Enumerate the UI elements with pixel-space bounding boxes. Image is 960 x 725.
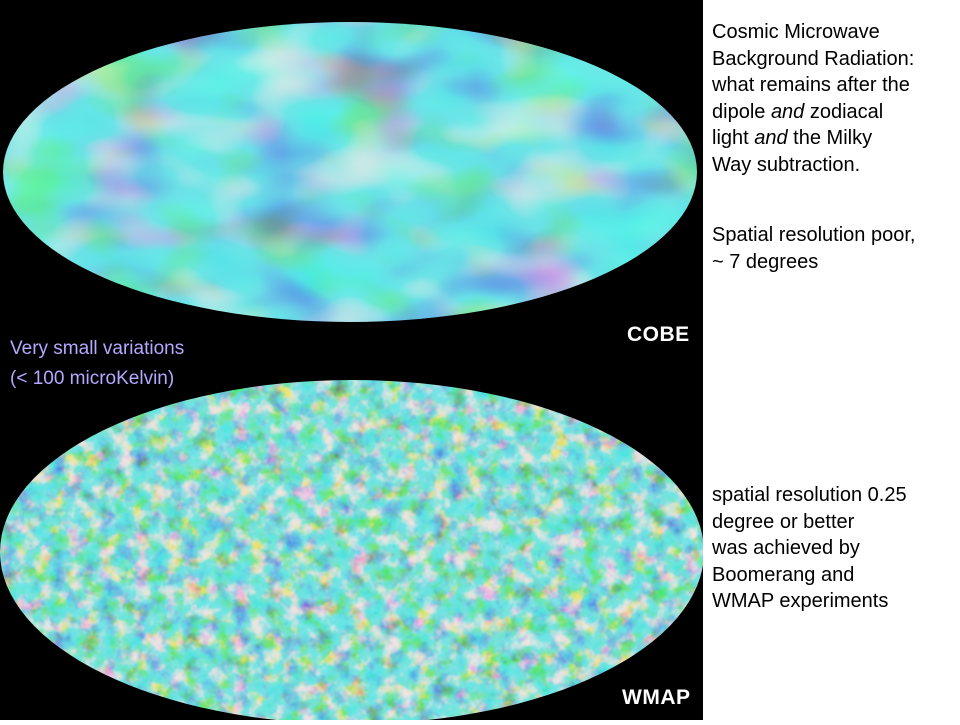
note-line: spatial resolution 0.25 [712,482,907,509]
note-text: ~ 7 degrees [712,250,819,273]
cobe-map [3,22,697,322]
note-line: light and the Milky [712,125,914,152]
note: Cosmic Microwave Background Radiation: wha… [712,19,914,178]
note-line: Boomerang and [712,562,907,589]
sky-maps: COBE WMAP Very small variations (< 100 m… [0,0,703,724]
note-line: Background Radiation: [712,46,914,73]
note-text: zodiacal [804,100,884,123]
overlay-line: (< 100 microKelvin) [10,368,175,389]
note-text: the Milky [787,127,873,149]
note-line: what remains after the [712,72,914,99]
wmap-map [0,380,703,724]
note-line: Spatial resolution poor, [712,222,915,249]
sky-map-graphics [0,22,703,724]
note-text: dipole [712,100,771,123]
note-line: WMAP experiments [712,588,907,615]
note-text: and [770,100,805,123]
note-line: Cosmic Microwave [712,19,914,46]
note-text: Way subtraction. [712,153,861,176]
note-line: was achieved by [712,535,907,562]
note: Spatial resolution poor, ~ 7 degrees [712,222,915,275]
map-label: WMAP [622,686,691,709]
note-text: spatial resolution 0.25 [712,484,907,506]
note-line: dipole and zodiacal [712,99,914,126]
note-text: and [754,127,788,149]
note: spatial resolution 0.25 degree or better w… [712,482,907,615]
note-text: WMAP experiments [712,590,889,612]
note-line: ~ 7 degrees [712,249,915,276]
note-text: Cosmic Microwave [712,21,880,43]
note-line: degree or better [712,509,907,536]
note-text: light [712,127,755,149]
note-line: Way subtraction. [712,152,914,179]
map-label: COBE [627,323,690,346]
note-text: what remains after the [712,74,910,96]
note-text: Spatial resolution poor, [712,224,916,246]
note-text: was achieved by [712,537,860,559]
note-text: Boomerang and [712,563,855,586]
note-text: degree or better [712,510,855,533]
note-text: Background Radiation: [712,47,915,70]
overlay-line: Very small variations [10,338,185,359]
